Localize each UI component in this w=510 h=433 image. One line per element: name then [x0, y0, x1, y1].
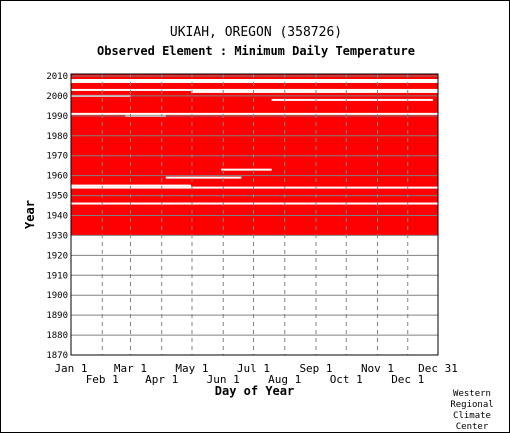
credit-line-4: Center	[455, 422, 489, 432]
y-tick-label: 2010	[46, 72, 68, 82]
missing-period-line	[71, 80, 438, 83]
x-tick-label: May 1	[175, 362, 208, 375]
observed-data-block	[71, 74, 438, 236]
x-tick-label: Sep 1	[299, 362, 332, 375]
plot-border	[70, 73, 439, 356]
chart-title: UKIAH, OREGON (358726)	[169, 25, 343, 40]
x-tick-label: Oct 1	[330, 373, 363, 386]
missing-period-line	[221, 168, 272, 171]
y-tick-label: 1980	[46, 132, 68, 142]
credit-line-3: Climate	[453, 411, 491, 421]
missing-period-line	[190, 90, 438, 93]
y-tick-labels: 1870 1880 1890 1900 1910 1920 1930 1940 1950 1960…	[46, 72, 68, 361]
y-tick-label: 1910	[46, 271, 68, 281]
missing-period-line	[71, 184, 191, 187]
y-tick-label: 1920	[46, 251, 68, 261]
y-tick-label: 1940	[46, 211, 68, 221]
x-tick-label: Nov 1	[361, 362, 394, 375]
y-tick-label: 1930	[46, 231, 68, 241]
data-layer	[71, 74, 438, 236]
x-tick-label: Aug 1	[268, 373, 301, 386]
missing-year-line	[71, 78, 438, 81]
x-tick-label: Dec 1	[391, 373, 424, 386]
chart-subtitle: Observed Element : Minimum Daily Tempera…	[97, 44, 415, 58]
missing-period-line	[165, 176, 242, 179]
x-tick-label: Jul 1	[237, 362, 270, 375]
x-tick-labels: Jan 1 Mar 1 May 1 Jul 1 Sep 1 Nov 1 Dec 31 Feb …	[54, 362, 457, 386]
y-tick-label: 1990	[46, 112, 68, 122]
missing-year-line	[71, 112, 438, 115]
credit-block: Western Regional Climate Center	[447, 389, 497, 433]
y-tick-label: 1880	[46, 331, 68, 341]
x-tick-label: Mar 1	[114, 362, 147, 375]
grid-layer	[71, 74, 438, 356]
y-tick-label: 1970	[46, 152, 68, 162]
y-tick-label: 1870	[46, 351, 68, 361]
missing-period-line	[271, 98, 433, 101]
x-tick-label: Jun 1	[207, 373, 240, 386]
missing-year-line	[71, 202, 438, 205]
y-tick-label: 1890	[46, 311, 68, 321]
y-tick-label: 2000	[46, 92, 68, 102]
x-tick-label: Dec 31	[418, 362, 458, 375]
x-axis-label: Day of Year	[215, 384, 294, 398]
y-tick-label: 1950	[46, 192, 68, 202]
x-tick-label: Jan 1	[54, 362, 87, 375]
x-tick-label: Apr 1	[145, 373, 178, 386]
y-axis-label: Year	[23, 200, 37, 229]
y-tick-label: 1960	[46, 172, 68, 182]
credit-line-1: Western	[453, 389, 491, 399]
y-tick-label: 1900	[46, 291, 68, 301]
missing-year-line	[71, 186, 438, 189]
missing-year-line	[71, 88, 438, 91]
x-tick-label: Feb 1	[86, 373, 119, 386]
credit-line-2: Regional	[450, 400, 494, 410]
